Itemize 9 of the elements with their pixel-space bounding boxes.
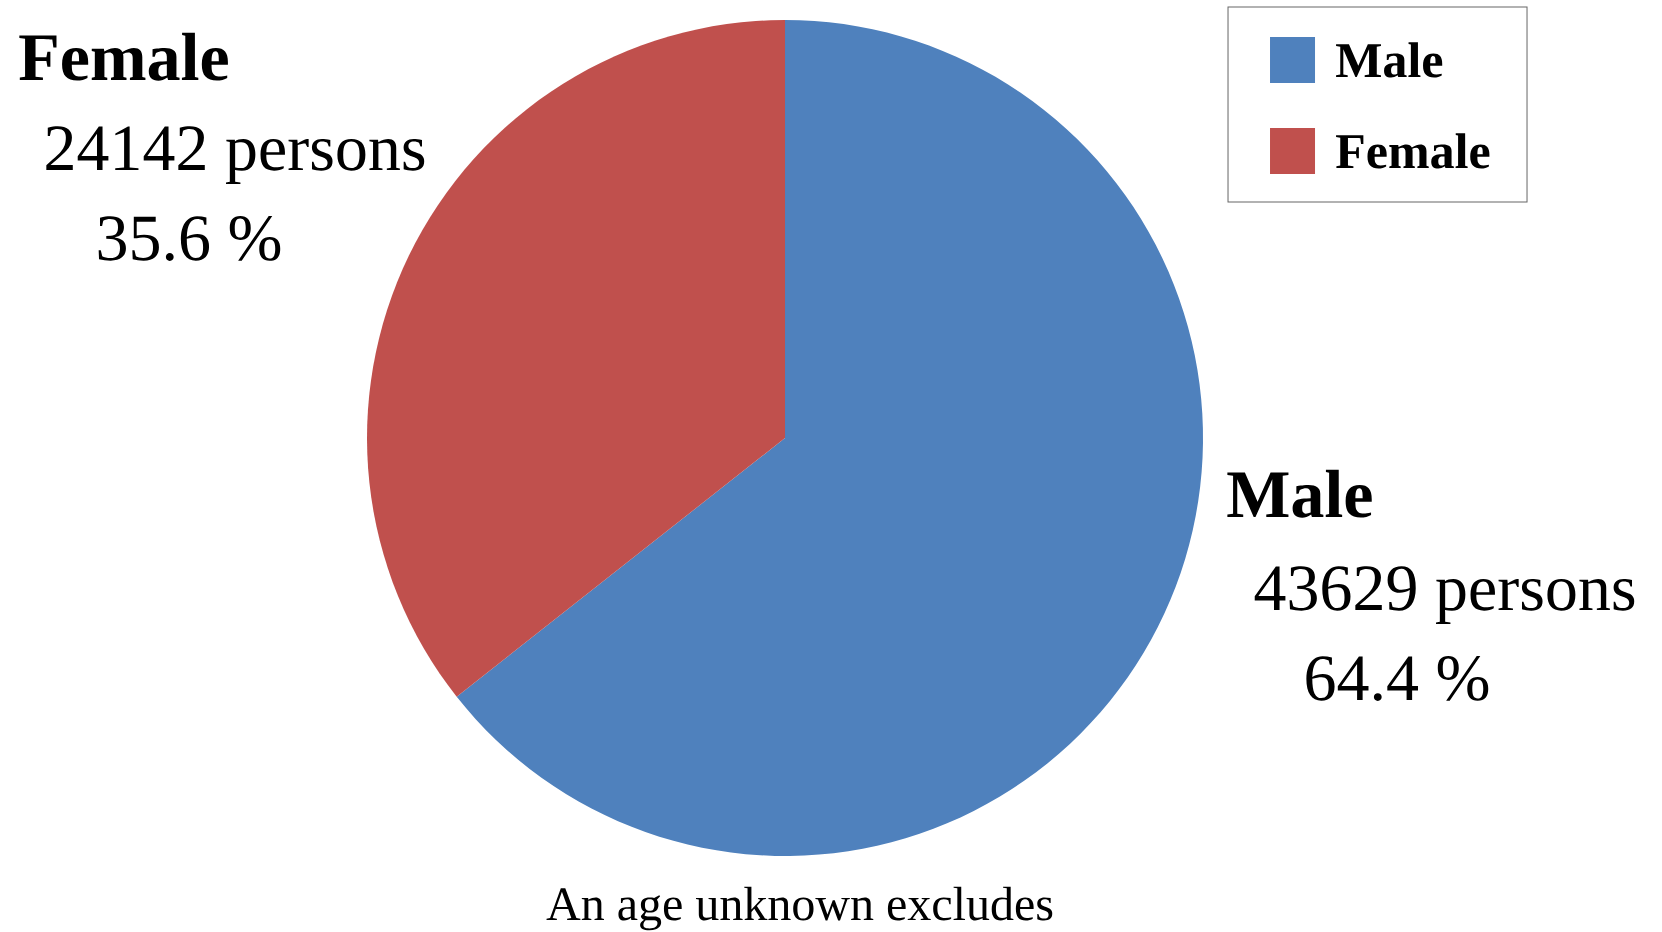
slice-label: Male [1227,469,1372,518]
legend-label: Female [1336,133,1490,169]
data-label: 43629 persons [1254,566,1635,625]
text: 35.6 % [98,216,281,261]
legend-label: Male [1336,42,1443,78]
data-label: 24142 persons [46,126,425,185]
text: An age unknown excludes [546,886,1053,931]
text: 64.4 % [1306,656,1489,701]
slice-label: Female [19,32,228,81]
